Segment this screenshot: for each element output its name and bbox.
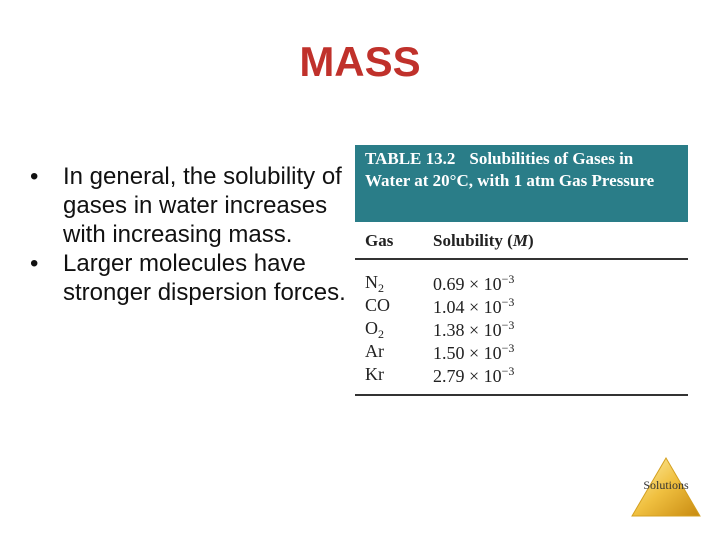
solubility-cell: 1.04 × 10−3	[433, 295, 514, 318]
gas-symbol: Ar	[365, 341, 384, 361]
gas-cell: CO	[365, 295, 390, 316]
table-row: Ar 1.50 × 10−3	[355, 341, 688, 364]
gas-cell: Kr	[365, 364, 384, 385]
gas-subscript: 2	[378, 327, 384, 341]
header: Gas	[365, 231, 393, 251]
rule	[355, 258, 688, 260]
solubility-base: 2.79 × 10	[433, 366, 502, 386]
bullet: In general, the solubility of gases in w…	[30, 162, 355, 249]
solubility-cell: 1.38 × 10−3	[433, 318, 514, 341]
solubility-exponent: −3	[501, 295, 515, 309]
bullet-list: In general, the solubility of gases in w…	[30, 162, 355, 307]
table-label: TABLE 13.2	[365, 149, 456, 168]
logo-icon	[631, 457, 701, 517]
bullet: Larger molecules have stronger dispersio…	[30, 249, 355, 307]
solubility-cell: 2.79 × 10−3	[433, 364, 514, 387]
slide-title: MASS	[299, 38, 421, 85]
gas-cell: N2	[365, 272, 384, 296]
solubility-base: 1.38 × 10	[433, 320, 502, 340]
solubility-exponent: −3	[501, 272, 515, 286]
solubility-cell: 0.69 × 10−3	[433, 272, 514, 295]
gas-cell: Ar	[365, 341, 384, 362]
gas-cell: O2	[365, 318, 384, 342]
solubility-cell: 1.50 × 10−3	[433, 341, 514, 364]
header-text: Gas	[365, 231, 394, 250]
header-text: )	[527, 231, 534, 250]
solubility-exponent: −3	[501, 318, 515, 332]
solubility-base: 0.69 × 10	[433, 274, 502, 294]
solubility-base: 1.04 × 10	[433, 297, 502, 317]
solubility-exponent: −3	[501, 364, 515, 378]
table-row: N2 0.69 × 10−3	[355, 272, 688, 295]
gas-symbol: O	[365, 318, 378, 338]
solubility-base: 1.50 × 10	[433, 343, 502, 363]
gas-symbol: Kr	[365, 364, 384, 384]
gas-symbol: N	[365, 272, 378, 292]
table: TABLE 13.2 Solubilities of Gases in Water…	[355, 145, 688, 396]
header-text: Solubility (	[433, 231, 513, 250]
gas-symbol: CO	[365, 295, 391, 315]
table-caption: TABLE 13.2 Solubilities of Gases in Water…	[355, 145, 688, 222]
header-text: M	[512, 231, 528, 250]
table-row: O2 1.38 × 10−3	[355, 318, 688, 341]
header: Solubility (M)	[433, 231, 534, 251]
gas-subscript: 2	[378, 281, 384, 295]
caption-text: Solubilities of Gases in Water at 20°C, …	[365, 149, 655, 190]
table-row: CO 1.04 × 10−3	[355, 295, 688, 318]
solubility-exponent: −3	[501, 341, 515, 355]
logo-label: Solutions	[643, 478, 689, 492]
rule	[355, 394, 688, 396]
table-row: Kr 2.79 × 10−3	[355, 364, 688, 387]
logo-triangle	[631, 457, 701, 517]
